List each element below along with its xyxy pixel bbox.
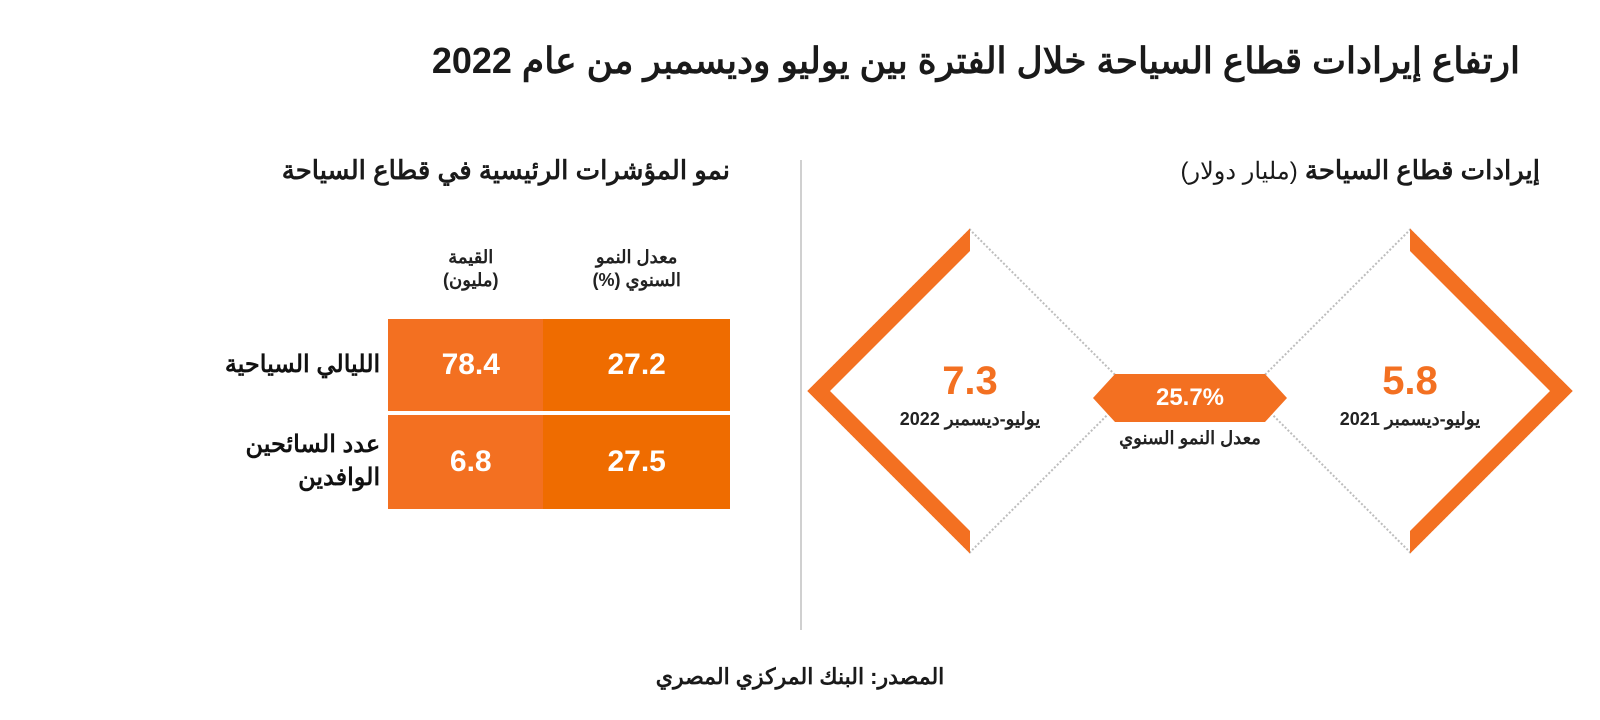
row0-growth: 27.2 — [543, 317, 730, 413]
row1-label: عدد السائحين الوافدين — [170, 413, 398, 509]
revenue-2022-label: يوليو-ديسمبر 2022 — [855, 409, 1085, 430]
row1-growth: 27.5 — [543, 413, 730, 509]
page-title: ارتفاع إيرادات قطاع السياحة خلال الفترة … — [80, 40, 1520, 82]
revenue-title-main: إيرادات قطاع السياحة — [1305, 155, 1540, 185]
revenue-diamond-chart: 5.8 يوليو-ديسمبر 2021 7.3 يوليو-ديسمبر 2… — [840, 216, 1540, 576]
revenue-2021-value: 5.8 — [1295, 361, 1525, 401]
row0-label: الليالي السياحية — [170, 317, 398, 413]
col-growth-header: معدل النموالسنوي (%) — [543, 236, 730, 317]
indicators-panel: نمو المؤشرات الرئيسية في قطاع السياحة مع… — [110, 155, 730, 509]
revenue-panel-title: إيرادات قطاع السياحة (مليار دولار) — [840, 155, 1540, 186]
revenue-2021-label: يوليو-ديسمبر 2021 — [1295, 409, 1525, 430]
col-value-header: القيمة(مليون) — [398, 236, 543, 317]
growth-value: 25.7% — [1156, 384, 1224, 412]
vertical-divider — [800, 160, 802, 630]
row1-value: 6.8 — [398, 413, 543, 509]
indicators-table: معدل النموالسنوي (%) القيمة(مليون) 27.2 … — [170, 236, 730, 509]
table-row: 27.5 6.8 عدد السائحين الوافدين — [170, 413, 730, 509]
source-line: المصدر: البنك المركزي المصري — [0, 664, 1600, 690]
growth-label: معدل النمو السنوي — [1090, 428, 1290, 449]
row0-value: 78.4 — [398, 317, 543, 413]
revenue-2022-block: 7.3 يوليو-ديسمبر 2022 — [855, 361, 1085, 430]
revenue-title-unit: (مليار دولار) — [1181, 158, 1298, 185]
revenue-2022-value: 7.3 — [855, 361, 1085, 401]
col-rowlabel-header — [170, 236, 398, 317]
table-row: 27.2 78.4 الليالي السياحية — [170, 317, 730, 413]
growth-ribbon: 25.7% — [1115, 374, 1265, 422]
revenue-panel: إيرادات قطاع السياحة (مليار دولار) 5.8 ي… — [840, 155, 1540, 625]
indicators-panel-title: نمو المؤشرات الرئيسية في قطاع السياحة — [110, 155, 730, 186]
revenue-2021-block: 5.8 يوليو-ديسمبر 2021 — [1295, 361, 1525, 430]
